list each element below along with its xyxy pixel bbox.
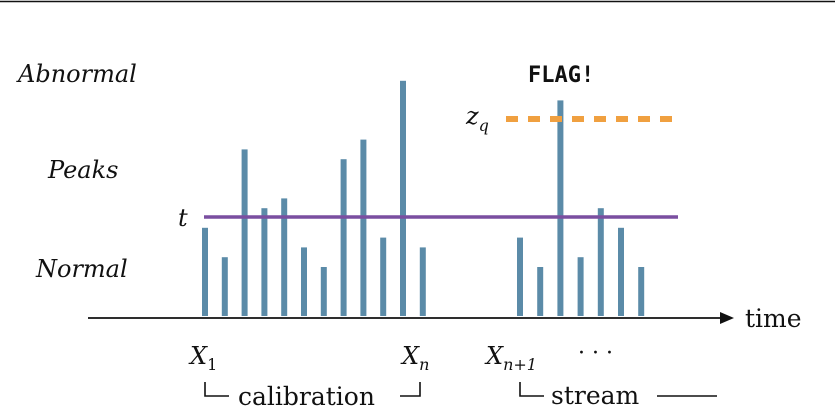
x1-sub: 1 [207,355,217,374]
stream-bar-2 [537,267,544,316]
x1-label: X1 [188,342,217,374]
calibration-bar-2 [221,257,228,316]
xn-base: X [400,342,420,370]
xn-label: Xn [400,342,429,374]
stream-bar-4 [577,257,584,316]
ellipsis: · · · [578,341,613,366]
bars-group [202,80,645,317]
calibration-bar-7 [320,267,327,316]
calibration-bar-1 [202,227,208,316]
calibration-bar-11 [400,80,406,316]
xn1-label: Xn+1 [484,342,537,374]
normal-label: Normal [35,255,128,283]
xn1-sub: n+1 [503,355,537,374]
stream-bar-6 [618,227,624,316]
x1-base: X [188,342,208,370]
time-axis-arrow [720,312,734,324]
threshold-zq-label: zq [465,102,489,135]
stream-bar-7 [638,267,645,316]
zq-base: z [465,102,479,130]
time-label: time [745,304,802,333]
calibration-bar-3 [241,149,248,316]
calibration-bracket-left [204,382,229,397]
xn-sub: n [419,355,429,374]
calibration-bar-8 [340,159,347,316]
calibration-bracket-right [400,382,421,397]
calibration-bar-10 [380,237,387,316]
stream-bar-1 [517,237,523,316]
peaks-label: Peaks [47,156,118,184]
calibration-bar-12 [419,247,426,316]
stream-bar-3 [557,100,564,317]
calibration-bar-9 [360,139,367,316]
stream-label: stream [551,381,640,408]
abnormal-label: Abnormal [16,60,137,88]
stream-bracket-left [519,382,544,397]
stream-bar-5 [597,208,604,316]
calibration-bar-5 [281,198,288,316]
xn1-base: X [484,342,504,370]
calibration-bar-4 [261,208,268,316]
calibration-label: calibration [238,382,375,408]
zq-sub: q [479,116,489,135]
flag-label: FLAG! [528,63,594,88]
threshold-t-label: t [178,204,188,232]
calibration-bar-6 [301,247,307,316]
